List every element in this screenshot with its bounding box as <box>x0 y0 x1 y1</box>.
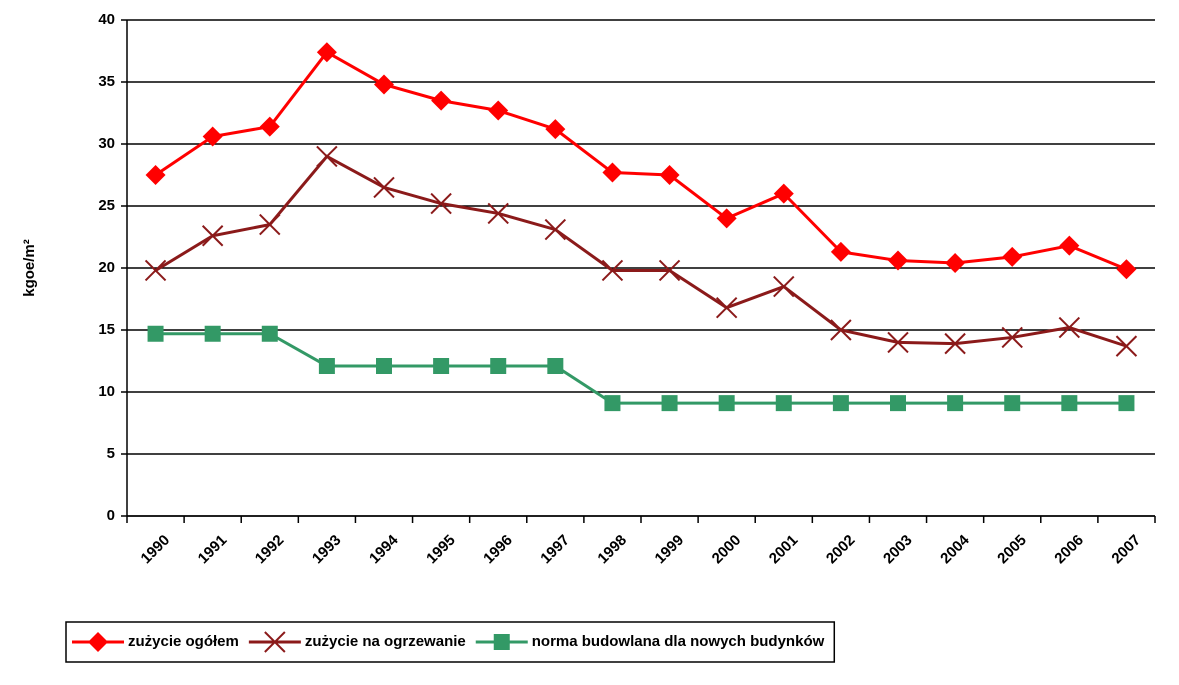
data-point <box>944 332 966 355</box>
data-point <box>887 331 909 354</box>
x-tick-label: 1995 <box>423 532 459 568</box>
data-point <box>144 259 167 282</box>
data-point <box>430 192 452 215</box>
data-point <box>316 42 337 63</box>
x-tick-label: 1994 <box>366 531 402 567</box>
data-point <box>947 395 964 412</box>
y-tick-label: 25 <box>98 197 115 214</box>
data-point <box>715 296 738 319</box>
data-point <box>718 395 735 412</box>
x-tick-label: 1999 <box>652 532 688 568</box>
x-tick-label: 2002 <box>823 532 859 568</box>
legend-marker <box>493 634 510 650</box>
data-point <box>145 165 166 185</box>
x-tick-label: 1993 <box>309 532 345 568</box>
y-tick-label: 0 <box>107 507 115 524</box>
data-point <box>888 250 908 271</box>
data-point <box>1001 326 1023 349</box>
data-point <box>830 319 852 341</box>
data-point <box>544 218 567 241</box>
x-tick-label: 2000 <box>709 532 745 568</box>
data-point <box>1059 235 1080 256</box>
series-line <box>154 50 1128 271</box>
data-point <box>431 90 452 111</box>
x-tick-label: 1991 <box>195 532 231 568</box>
x-tick-label: 1996 <box>480 532 516 568</box>
data-point <box>890 395 906 412</box>
data-point <box>716 208 737 229</box>
data-point <box>604 395 621 412</box>
legend-box <box>65 621 836 663</box>
data-point <box>259 116 280 137</box>
data-point <box>547 357 564 374</box>
x-tick-label: 2005 <box>994 532 1030 568</box>
data-point <box>147 325 164 342</box>
data-point <box>487 202 509 225</box>
data-point <box>433 357 450 374</box>
x-tick-label: 1992 <box>252 532 288 568</box>
legend-label: norma budowlana dla nowych budynków <box>532 633 825 650</box>
data-point <box>1004 395 1021 412</box>
data-point <box>1115 335 1138 357</box>
data-point <box>659 165 680 185</box>
x-tick-label: 1997 <box>537 532 573 568</box>
y-tick-label: 15 <box>98 321 115 338</box>
data-point <box>376 357 392 374</box>
data-point <box>773 275 795 298</box>
data-point <box>830 241 851 262</box>
data-point <box>1002 246 1023 267</box>
legend-marker <box>88 632 108 652</box>
y-tick-label: 40 <box>98 11 115 28</box>
legend-marker <box>264 631 286 653</box>
data-point <box>374 74 394 95</box>
x-tick-label: 1990 <box>138 532 174 568</box>
legend: zużycie ogółem zużycie na ogrzewanie norma… <box>65 621 836 663</box>
data-point <box>201 225 224 247</box>
data-point <box>602 162 623 183</box>
legend-label: zużycie ogółem <box>128 633 239 650</box>
data-point <box>488 100 509 121</box>
x-tick-label: 2006 <box>1051 532 1087 568</box>
data-point <box>261 325 278 342</box>
series-line <box>155 332 1127 405</box>
data-point <box>773 183 794 204</box>
y-tick-label: 10 <box>98 383 115 400</box>
data-point <box>601 259 624 282</box>
legend-label: zużycie na ogrzewanie <box>305 633 466 650</box>
x-tick-label: 2004 <box>937 531 973 567</box>
data-point <box>318 357 335 374</box>
data-point <box>775 395 792 412</box>
data-point <box>202 126 223 147</box>
data-point <box>1118 395 1135 412</box>
x-tick-label: 2003 <box>880 532 916 568</box>
data-point <box>1116 259 1137 280</box>
y-axis-label: kgoe/m² <box>21 239 38 297</box>
data-point <box>945 253 966 274</box>
data-point <box>661 395 678 412</box>
data-point <box>204 325 221 342</box>
y-tick-label: 20 <box>98 259 115 276</box>
x-tick-label: 2001 <box>766 532 802 568</box>
data-point <box>1058 316 1081 339</box>
data-point <box>545 119 566 140</box>
data-point <box>490 357 507 374</box>
series-line <box>154 154 1127 348</box>
data-point <box>832 395 849 412</box>
data-point <box>373 176 395 199</box>
y-tick-label: 5 <box>107 445 115 462</box>
data-point <box>658 259 681 282</box>
data-point <box>1061 395 1078 412</box>
data-point <box>259 213 281 236</box>
data-point <box>316 145 338 168</box>
x-tick-label: 1998 <box>594 532 630 568</box>
y-tick-label: 35 <box>98 73 115 90</box>
y-tick-label: 30 <box>98 135 115 152</box>
x-tick-label: 2007 <box>1108 532 1144 568</box>
